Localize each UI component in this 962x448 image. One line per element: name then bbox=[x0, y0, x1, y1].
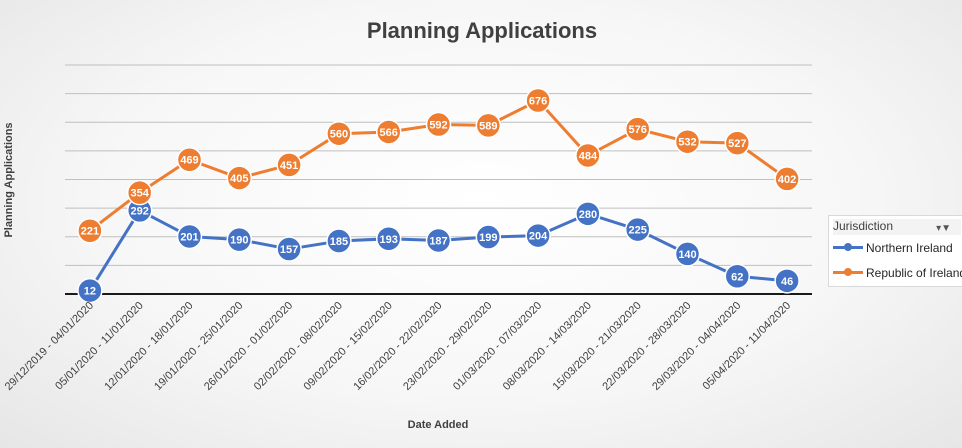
data-point[interactable] bbox=[774, 166, 800, 192]
data-label: 46 bbox=[781, 276, 793, 288]
legend-line-icon bbox=[833, 243, 863, 252]
data-point[interactable] bbox=[475, 112, 502, 139]
data-point[interactable] bbox=[674, 241, 701, 267]
data-point[interactable] bbox=[624, 116, 651, 142]
data-label: 157 bbox=[280, 244, 298, 256]
data-label: 292 bbox=[131, 205, 149, 217]
data-label: 405 bbox=[230, 173, 248, 185]
data-point[interactable] bbox=[375, 226, 402, 252]
data-label: 193 bbox=[380, 234, 398, 246]
data-point[interactable] bbox=[724, 263, 751, 290]
data-point[interactable] bbox=[425, 111, 452, 138]
series-1: 221 354 469 405 451 560 566 592 589 676 484 576 532 5… bbox=[77, 87, 800, 244]
x-tick-label: 16/02/2020 - 22/02/2020 bbox=[351, 300, 444, 393]
x-tick-label: 29/03/2020 - 04/04/2020 bbox=[650, 300, 743, 393]
data-point[interactable] bbox=[226, 226, 253, 253]
data-point[interactable] bbox=[176, 146, 203, 173]
data-label: 676 bbox=[529, 95, 547, 107]
legend-item-northern-ireland: Northern Ireland bbox=[833, 240, 953, 260]
data-label: 402 bbox=[778, 174, 796, 186]
data-point[interactable] bbox=[276, 236, 302, 262]
x-tick-label: 09/02/2020 - 15/02/2020 bbox=[302, 300, 395, 393]
data-label: 592 bbox=[429, 120, 447, 132]
x-tick-label: 26/01/2020 - 01/02/2020 bbox=[202, 300, 295, 393]
data-label: 527 bbox=[728, 138, 746, 150]
data-label: 532 bbox=[678, 137, 696, 149]
data-point[interactable] bbox=[475, 224, 502, 250]
legend-label: Republic of Ireland bbox=[866, 265, 962, 280]
x-tick-label: 23/02/2020 - 29/02/2020 bbox=[401, 300, 494, 393]
data-label: 560 bbox=[330, 129, 348, 141]
data-point[interactable] bbox=[575, 142, 601, 169]
data-point[interactable] bbox=[774, 268, 800, 294]
data-point[interactable] bbox=[276, 152, 302, 178]
data-point[interactable] bbox=[77, 277, 103, 304]
data-point[interactable] bbox=[176, 223, 203, 250]
data-point[interactable] bbox=[425, 227, 452, 254]
x-tick-label: 22/03/2020 - 28/03/2020 bbox=[600, 300, 693, 393]
y-axis-title: Planning Applications bbox=[3, 122, 15, 237]
data-label: 469 bbox=[180, 155, 198, 167]
x-tick-label: 05/04/2020 - 11/04/2020 bbox=[701, 300, 794, 393]
data-label: 190 bbox=[230, 235, 248, 247]
data-label: 576 bbox=[629, 124, 647, 136]
data-label: 354 bbox=[131, 188, 150, 200]
data-label: 451 bbox=[280, 160, 298, 172]
data-point[interactable] bbox=[724, 130, 751, 156]
data-label: 187 bbox=[429, 235, 447, 247]
legend-title-text: Jurisdiction bbox=[833, 219, 894, 233]
data-label: 566 bbox=[380, 127, 398, 139]
data-point[interactable] bbox=[126, 179, 153, 206]
data-point[interactable] bbox=[575, 201, 601, 227]
chart-title: Planning Applications bbox=[367, 18, 597, 43]
x-tick-label: 01/03/2020 - 07/03/2020 bbox=[451, 300, 544, 393]
filter-icon[interactable]: ▾▼ bbox=[936, 223, 951, 234]
data-label: 12 bbox=[84, 286, 96, 298]
x-axis-title: Date Added bbox=[408, 419, 469, 431]
x-tick-label: 19/01/2020 - 25/01/2020 bbox=[152, 300, 245, 393]
data-label: 201 bbox=[180, 231, 198, 243]
legend-item-republic-of-ireland: Republic of Ireland bbox=[833, 265, 962, 285]
data-point[interactable] bbox=[326, 228, 352, 254]
data-label: 140 bbox=[678, 249, 696, 261]
data-label: 225 bbox=[629, 225, 647, 237]
legend-marker-icon bbox=[844, 243, 852, 252]
data-label: 62 bbox=[731, 271, 743, 283]
data-point[interactable] bbox=[624, 216, 651, 243]
data-point[interactable] bbox=[674, 128, 701, 155]
data-point[interactable] bbox=[226, 165, 253, 191]
data-label: 185 bbox=[330, 236, 348, 248]
legend-title[interactable]: Jurisdiction ▾▼ bbox=[833, 219, 961, 235]
data-label: 221 bbox=[81, 226, 99, 238]
series-lines: 12 292 201 190 157 185 193 187 199 204 280 225 140 62… bbox=[77, 87, 800, 304]
x-tick-label: 12/01/2020 - 18/01/2020 bbox=[102, 300, 195, 393]
data-point[interactable] bbox=[326, 120, 352, 147]
data-label: 589 bbox=[479, 120, 497, 132]
x-tick-label: 02/02/2020 - 08/02/2020 bbox=[252, 300, 345, 393]
x-tick-label: 29/12/2019 - 04/01/2020 bbox=[3, 300, 96, 393]
x-tick-label: 15/03/2020 - 21/03/2020 bbox=[551, 300, 644, 393]
data-point[interactable] bbox=[375, 119, 402, 145]
data-label: 204 bbox=[529, 231, 548, 243]
data-point[interactable] bbox=[525, 87, 551, 114]
x-tick-label: 08/03/2020 - 14/03/2020 bbox=[501, 300, 594, 393]
x-tick-label: 05/01/2020 - 11/01/2020 bbox=[53, 300, 146, 393]
data-point[interactable] bbox=[77, 217, 103, 244]
data-label: 484 bbox=[579, 150, 598, 162]
legend: Jurisdiction ▾▼ Northern Ireland Republi… bbox=[828, 215, 962, 287]
data-point[interactable] bbox=[525, 222, 551, 249]
series-0: 12 292 201 190 157 185 193 187 199 204 280 225 140 62… bbox=[77, 197, 800, 304]
legend-line-icon bbox=[833, 268, 863, 277]
legend-label: Northern Ireland bbox=[866, 240, 953, 255]
data-label: 199 bbox=[479, 232, 497, 244]
legend-marker-icon bbox=[844, 268, 852, 277]
data-label: 280 bbox=[579, 209, 597, 221]
